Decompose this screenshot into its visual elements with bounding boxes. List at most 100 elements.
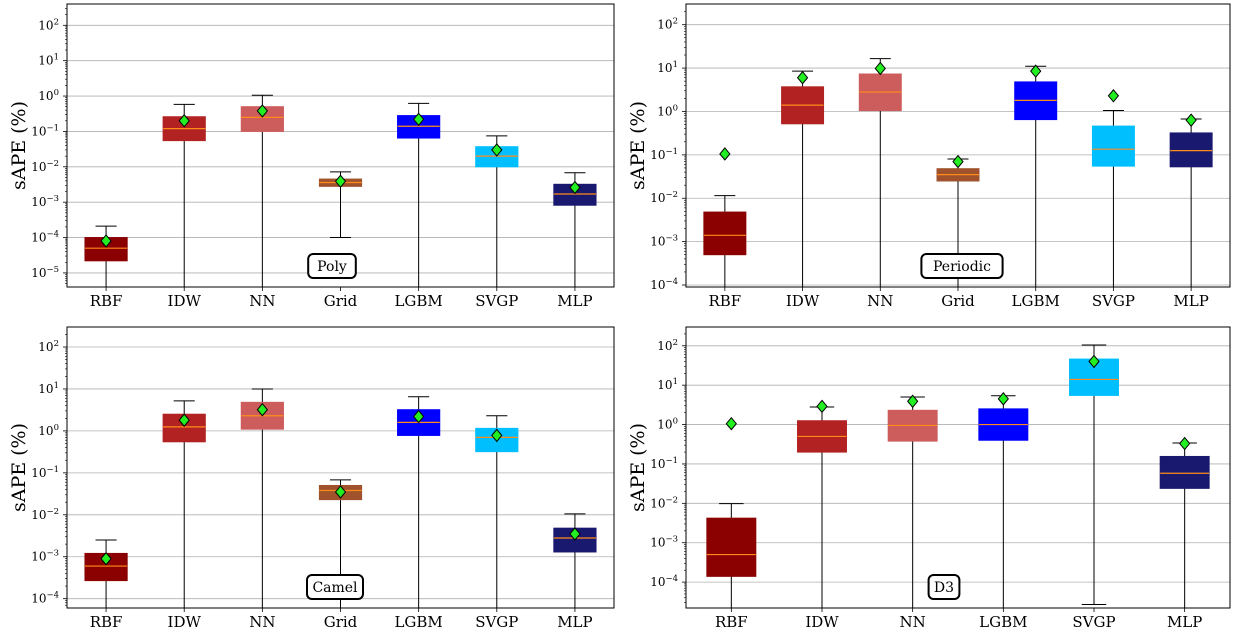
axes-frame <box>66 326 615 609</box>
y-tick-label: 10−3 <box>31 549 59 564</box>
mean-marker <box>1185 113 1197 127</box>
x-tick-label: NN <box>900 613 926 631</box>
mean-marker <box>100 551 112 566</box>
dataset-label-box <box>306 574 364 600</box>
x-tick-label: IDW <box>168 292 202 310</box>
y-axis-label: sAPE (%) <box>627 101 649 190</box>
mean-marker <box>412 409 425 424</box>
y-tick-label: 10−4 <box>31 230 59 245</box>
x-tick-label: LGBM <box>394 613 442 631</box>
x-tick-label: RBF <box>708 292 741 310</box>
mean-marker <box>1179 436 1191 451</box>
subplot-d3: 10−4 10−3 10−2 10−1 100 101 102 RBF IDW NN LGBM SVG… <box>627 326 1231 631</box>
x-tick-label: MLP <box>557 613 592 631</box>
box-svgp <box>1091 125 1135 167</box>
x-tick-label: NN <box>867 292 893 310</box>
mean-marker <box>178 113 190 128</box>
y-tick-label: 102 <box>657 17 678 32</box>
y-tick-label: 101 <box>38 381 59 396</box>
mean-marker <box>1107 88 1120 103</box>
y-tick-label: 100 <box>657 417 678 432</box>
dataset-label-box <box>307 253 357 279</box>
y-tick-label: 10−3 <box>650 535 678 550</box>
axes-frame <box>66 3 615 288</box>
y-tick-label: 100 <box>38 423 59 438</box>
dataset-label: D3 <box>934 580 954 596</box>
mean-marker <box>491 143 503 157</box>
mean-marker <box>816 399 828 414</box>
y-tick-label: 102 <box>657 338 678 353</box>
mean-marker <box>874 61 886 76</box>
dataset-label-box <box>927 574 961 600</box>
mean-marker <box>907 394 919 409</box>
x-tick-label: NN <box>249 613 275 631</box>
x-tick-label: LGBM <box>979 613 1027 631</box>
mean-marker <box>952 154 964 169</box>
y-axis-label: sAPE (%) <box>8 423 30 512</box>
y-tick-label: 10−2 <box>650 495 678 510</box>
dataset-label: Periodic <box>933 259 991 275</box>
y-axis-label: sAPE (%) <box>8 101 30 190</box>
x-tick-label: Grid <box>324 292 358 310</box>
y-tick-label: 10−5 <box>31 265 59 280</box>
mean-marker <box>719 147 731 161</box>
y-tick-label: 10−1 <box>650 456 678 471</box>
mean-marker <box>412 112 425 127</box>
y-tick-label: 10−4 <box>31 591 59 606</box>
mean-marker <box>1088 354 1100 369</box>
y-tick-label: 10−3 <box>31 194 59 209</box>
mean-marker <box>178 413 190 427</box>
dataset-label: Poly <box>317 259 347 275</box>
subplot-poly: 10−5 10−4 10−3 10−2 10−1 100 101 102 RBF IDW NN Gri… <box>8 3 615 310</box>
y-tick-label: 10−4 <box>650 277 678 292</box>
x-tick-label: MLP <box>557 292 592 310</box>
axes-frame <box>685 3 1231 288</box>
x-tick-label: RBF <box>715 613 748 631</box>
dataset-label-box <box>920 253 1004 279</box>
y-tick-label: 10−1 <box>31 465 59 480</box>
dataset-label: Camel <box>312 580 358 596</box>
x-tick-label: LGBM <box>1012 292 1060 310</box>
x-tick-label: IDW <box>786 292 820 310</box>
x-tick-label: SVGP <box>475 613 518 631</box>
y-tick-label: 10−4 <box>650 574 678 589</box>
mean-marker <box>997 392 1009 406</box>
mean-marker <box>256 104 269 118</box>
box-mlp <box>1169 132 1213 168</box>
x-tick-label: NN <box>249 292 275 310</box>
y-tick-label: 10−2 <box>31 159 59 174</box>
y-tick-label: 10−1 <box>650 147 678 162</box>
x-tick-label: RBF <box>90 292 123 310</box>
x-tick-label: Grid <box>324 613 358 631</box>
mean-marker <box>334 485 347 499</box>
x-tick-label: LGBM <box>394 292 442 310</box>
mean-marker <box>796 70 809 85</box>
x-tick-label: RBF <box>90 613 123 631</box>
mean-marker <box>491 428 503 443</box>
y-tick-label: 10−2 <box>650 190 678 205</box>
mean-marker <box>725 416 737 431</box>
box-rbf <box>706 517 757 577</box>
y-tick-label: 10−2 <box>31 507 59 522</box>
y-tick-label: 100 <box>38 88 59 103</box>
box-rbf <box>703 211 747 256</box>
y-tick-label: 102 <box>38 339 59 354</box>
mean-marker <box>569 180 581 195</box>
y-tick-label: 101 <box>38 53 59 68</box>
y-tick-label: 101 <box>657 377 678 392</box>
y-axis-label: sAPE (%) <box>627 423 649 512</box>
x-tick-label: IDW <box>168 613 202 631</box>
x-tick-label: IDW <box>805 613 839 631</box>
y-tick-label: 10−1 <box>31 123 59 138</box>
mean-marker <box>100 234 112 248</box>
subplot-camel: 10−4 10−3 10−2 10−1 100 101 102 RBF IDW NN Grid LGB… <box>8 326 615 631</box>
mean-marker <box>334 174 347 189</box>
y-tick-label: 102 <box>38 17 59 32</box>
mean-marker <box>569 527 581 541</box>
mean-marker <box>1030 64 1042 78</box>
mean-marker <box>256 402 269 417</box>
box-mlp <box>1159 455 1210 489</box>
y-tick-label: 10−3 <box>650 234 678 249</box>
